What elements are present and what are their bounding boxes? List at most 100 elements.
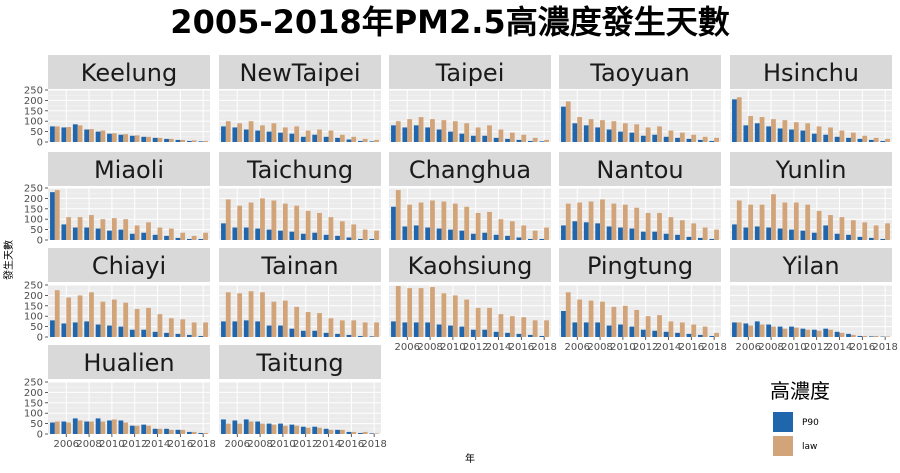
bar-law <box>703 228 708 240</box>
bar-p90 <box>312 135 317 142</box>
bar-p90 <box>766 228 771 240</box>
bar-p90 <box>267 132 272 142</box>
bar-p90 <box>107 420 112 434</box>
bar-law <box>203 433 208 434</box>
bar-law <box>158 138 163 142</box>
bar-p90 <box>471 330 476 337</box>
strip-label: NewTaipei <box>239 59 360 87</box>
bar-law <box>100 219 105 240</box>
bar-p90 <box>709 141 714 142</box>
strip-label: Miaoli <box>94 156 164 184</box>
bar-law <box>351 320 356 337</box>
bar-p90 <box>505 333 510 337</box>
bar-p90 <box>869 238 874 240</box>
bar-law <box>306 428 311 434</box>
bar-p90 <box>709 336 714 337</box>
bar-p90 <box>698 335 703 337</box>
bar-law <box>805 205 810 240</box>
bar-p90 <box>482 136 487 142</box>
bar-p90 <box>471 234 476 240</box>
bar-law <box>441 202 446 240</box>
strip-label: Pingtung <box>587 252 693 280</box>
bar-law <box>453 295 458 337</box>
bar-p90 <box>164 236 169 240</box>
bar-law <box>499 130 504 142</box>
bar-p90 <box>312 233 317 240</box>
bar-p90 <box>50 126 55 142</box>
bar-law <box>441 120 446 142</box>
panel-kaohsiung: Kaohsiung2006200820102012201420162018 <box>389 248 557 353</box>
bar-law <box>226 292 231 337</box>
bar-p90 <box>244 320 249 337</box>
bar-law <box>464 207 469 240</box>
bar-p90 <box>618 325 623 337</box>
bar-p90 <box>528 141 533 142</box>
bar-law <box>464 300 469 337</box>
bar-p90 <box>572 123 577 142</box>
bar-p90 <box>823 135 828 142</box>
bar-law <box>158 429 163 434</box>
bar-law <box>544 228 549 240</box>
y-tick-label: 100 <box>24 215 43 226</box>
bar-p90 <box>255 422 260 434</box>
bar-p90 <box>119 420 124 434</box>
bar-p90 <box>61 323 66 337</box>
bar-p90 <box>437 229 442 240</box>
bar-law <box>271 123 276 142</box>
bar-p90 <box>84 130 89 142</box>
strip-label: Yunlin <box>775 156 847 184</box>
strip-label: Tainan <box>260 252 338 280</box>
bar-p90 <box>198 433 203 434</box>
bar-p90 <box>675 138 680 142</box>
x-tick-label: 2008 <box>417 342 442 353</box>
bar-p90 <box>232 127 237 142</box>
bar-p90 <box>278 231 283 240</box>
bar-p90 <box>153 429 158 434</box>
bar-p90 <box>539 336 544 337</box>
bar-p90 <box>312 427 317 434</box>
x-tick-label: 2018 <box>872 342 897 353</box>
bar-law <box>203 322 208 337</box>
bar-law <box>419 288 424 337</box>
bar-law <box>714 138 719 142</box>
bar-law <box>271 425 276 434</box>
bar-p90 <box>267 326 272 337</box>
x-tick-label: 2010 <box>610 342 635 353</box>
bar-law <box>249 291 254 337</box>
bar-p90 <box>595 127 600 142</box>
bar-p90 <box>584 222 589 240</box>
bar-law <box>430 119 435 142</box>
bar-law <box>89 129 94 142</box>
bar-p90 <box>176 238 181 240</box>
bar-p90 <box>869 140 874 142</box>
x-tick-label: 2006 <box>54 439 79 450</box>
bar-law <box>499 314 504 337</box>
bar-law <box>100 131 105 142</box>
bar-law <box>634 124 639 142</box>
bar-law <box>407 205 412 240</box>
bar-law <box>748 205 753 240</box>
bar-law <box>714 333 719 337</box>
bar-p90 <box>402 226 407 240</box>
bar-law <box>748 326 753 337</box>
bar-p90 <box>766 325 771 337</box>
x-tick-label: 2010 <box>440 342 465 353</box>
bar-law <box>476 308 481 337</box>
bar-p90 <box>73 124 78 142</box>
bar-law <box>510 133 515 142</box>
bar-law <box>634 208 639 240</box>
bar-p90 <box>858 336 863 337</box>
bar-law <box>691 325 696 337</box>
bar-p90 <box>641 136 646 142</box>
panel-yilan: Yilan2006200820102012201420162018 <box>730 248 898 353</box>
bar-law <box>407 288 412 337</box>
bar-p90 <box>572 322 577 337</box>
bar-law <box>112 133 117 142</box>
bar-law <box>714 230 719 240</box>
bar-p90 <box>358 141 363 142</box>
bar-law <box>135 135 140 142</box>
bar-law <box>737 97 742 142</box>
bar-p90 <box>869 336 874 337</box>
bar-p90 <box>278 326 283 337</box>
bar-law <box>317 130 322 142</box>
